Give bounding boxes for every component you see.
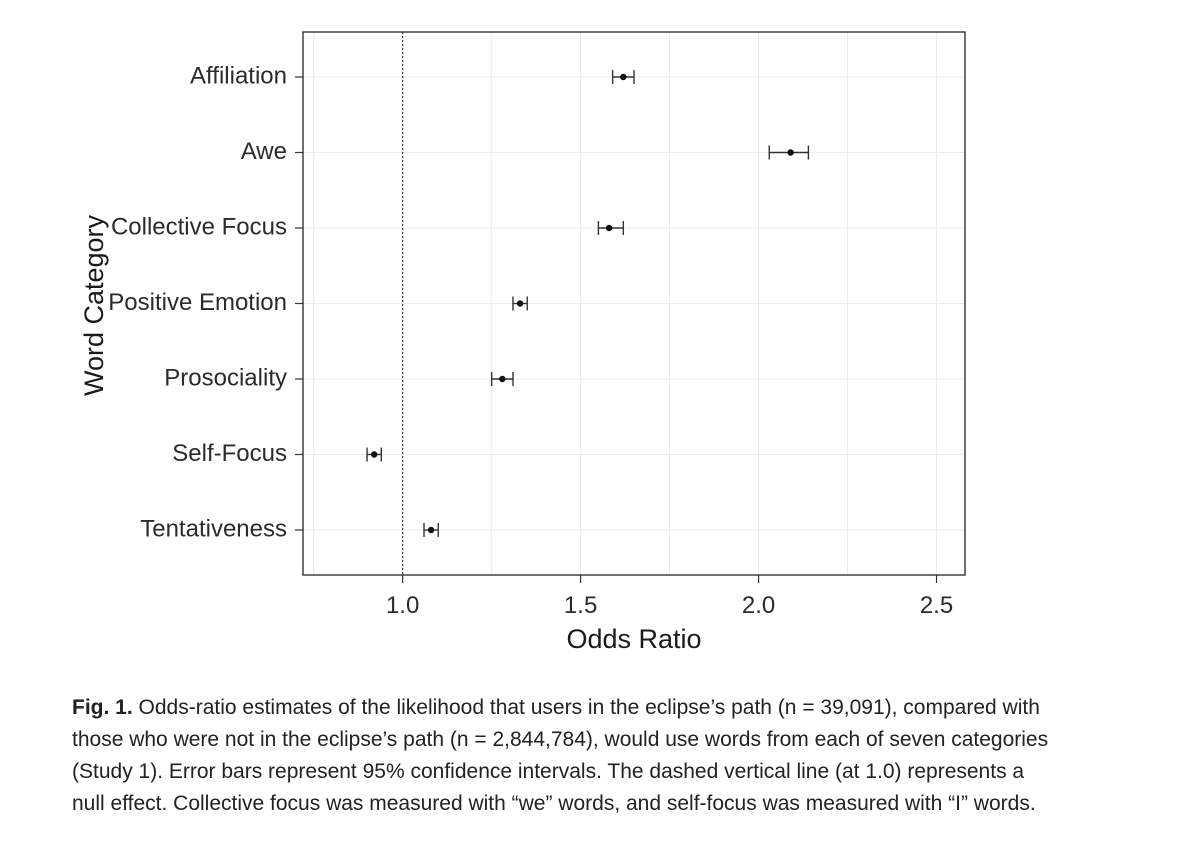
- caption-line-4: null effect. Collective focus was measur…: [72, 792, 1036, 815]
- caption-line-2: those who were not in the eclipse’s path…: [72, 728, 1049, 751]
- estimate-point: [427, 526, 435, 534]
- category-label: Affiliation: [190, 62, 287, 89]
- x-tick-label: 1.5: [564, 592, 597, 619]
- estimate-point: [499, 375, 506, 383]
- estimate-point: [605, 224, 613, 232]
- category-label: Prosociality: [164, 364, 287, 391]
- odds-ratio-chart: Affiliation Awe Collective Focus Positive E…: [79, 31, 966, 654]
- estimate-point: [516, 300, 524, 307]
- caption-line-1: Odds-ratio estimates of the likelihood t…: [132, 696, 1040, 719]
- estimate-point: [370, 451, 378, 458]
- x-axis-title: Odds Ratio: [566, 624, 701, 654]
- y-axis-title: Word Category: [79, 214, 109, 396]
- x-tick-label: 2.0: [742, 592, 775, 619]
- category-label: Tentativeness: [140, 515, 287, 542]
- figure-caption: Fig. 1. Odds-ratio estimates of the like…: [72, 692, 1172, 820]
- estimate-point: [787, 149, 794, 156]
- estimate-point: [620, 73, 627, 81]
- category-label: Collective Focus: [111, 213, 287, 240]
- caption-line-3: (Study 1). Error bars represent 95% conf…: [72, 760, 1025, 783]
- category-label: Positive Emotion: [108, 289, 287, 316]
- x-tick-label: 2.5: [920, 592, 953, 619]
- chart-container: Affiliation Awe Collective Focus Positive E…: [79, 31, 966, 654]
- caption-figure-label: Fig. 1.: [72, 696, 133, 719]
- category-label: Self-Focus: [172, 440, 287, 467]
- x-tick-label: 1.0: [386, 592, 419, 619]
- category-label: Awe: [241, 138, 287, 165]
